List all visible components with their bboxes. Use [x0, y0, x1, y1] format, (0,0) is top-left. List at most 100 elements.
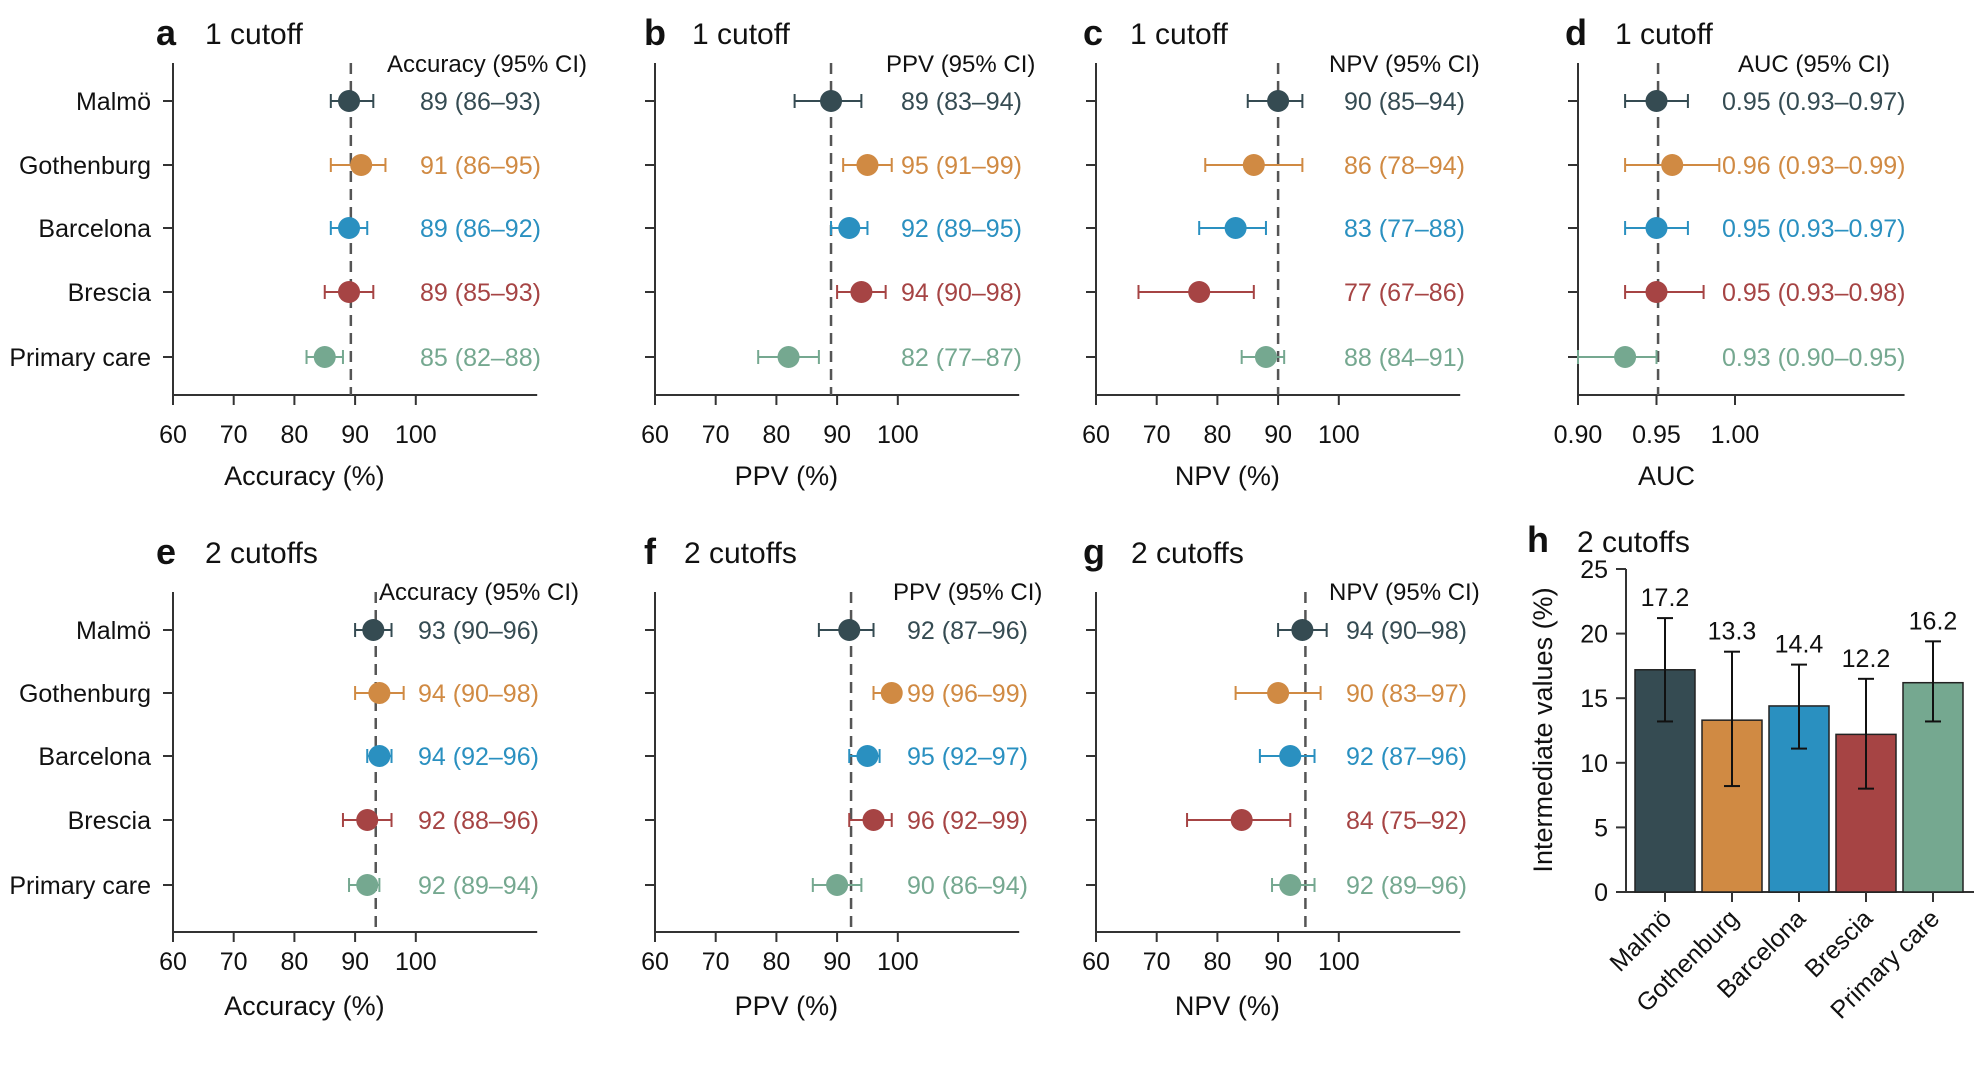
- ci-value: 92 (89–95): [901, 215, 1022, 243]
- y-tick-label: 20: [1580, 621, 1608, 649]
- point-estimate: [1661, 154, 1684, 176]
- panel-title: 2 cutoffs: [1577, 526, 1690, 559]
- panel-a: a 1 cutoff Accuracy (95% CI) 60 70 80 90 100 Acc…: [9, 12, 587, 491]
- ci-value: 92 (88–96): [418, 807, 539, 835]
- ci-value: 0.95 (0.93–0.97): [1722, 215, 1905, 243]
- point-estimate: [356, 809, 379, 831]
- ci-value: 82 (77–87): [901, 344, 1022, 372]
- panel-d: d 1 cutoff AUC (95% CI) 0.90 0.95 1.00 AUC 0.95…: [1554, 12, 1906, 491]
- point-estimate: [350, 154, 373, 176]
- x-tick-label: 100: [1318, 948, 1360, 976]
- x-tick-label: 100: [877, 948, 919, 976]
- point-estimate: [1645, 281, 1668, 303]
- x-axis-label: PPV (%): [735, 461, 839, 491]
- x-tick-label: 100: [395, 948, 437, 976]
- point-estimate: [856, 745, 879, 767]
- panel-letter: e: [156, 531, 176, 572]
- row-label: Gothenburg: [19, 680, 151, 708]
- row-label: Barcelona: [38, 743, 151, 771]
- ci-value: 77 (67–86): [1344, 279, 1465, 307]
- row-label: Barcelona: [38, 215, 151, 243]
- point-estimate: [880, 682, 903, 704]
- panel-e: e 2 cutoffs Accuracy (95% CI) 60 70 80 90 100 Ac…: [9, 531, 579, 1021]
- panel-b: b 1 cutoff PPV (95% CI) 60 70 80 90 100 PPV (%) 8…: [641, 12, 1035, 491]
- panel-letter: a: [156, 12, 177, 53]
- x-tick-label: 60: [1082, 421, 1110, 449]
- point-estimate: [1254, 346, 1277, 368]
- ci-header: PPV (95% CI): [886, 51, 1035, 78]
- ci-value: 0.96 (0.93–0.99): [1722, 152, 1905, 180]
- point-estimate: [362, 619, 385, 641]
- bar-value-label: 16.2: [1909, 607, 1958, 635]
- ci-value: 90 (85–94): [1344, 88, 1465, 116]
- panel-letter: g: [1083, 531, 1105, 572]
- ci-value: 95 (91–99): [901, 152, 1022, 180]
- ci-value: 96 (92–99): [907, 807, 1028, 835]
- panel-g: g 2 cutoffs NPV (95% CI) 60 70 80 90 100 NPV (%)…: [1082, 531, 1480, 1021]
- ci-value: 88 (84–91): [1344, 344, 1465, 372]
- x-tick-label: 80: [280, 948, 308, 976]
- point-estimate: [368, 682, 391, 704]
- panel-letter: d: [1565, 12, 1587, 53]
- ci-value: 92 (89–96): [1346, 872, 1467, 900]
- x-tick-label: 60: [159, 948, 187, 976]
- ci-value: 99 (96–99): [907, 680, 1028, 708]
- x-tick-label: 90: [341, 421, 369, 449]
- y-axis-label: Intermediate values (%): [1528, 587, 1558, 872]
- x-axis-label: NPV (%): [1175, 461, 1280, 491]
- point-estimate: [338, 281, 361, 303]
- point-estimate: [777, 346, 800, 368]
- x-axis-label: NPV (%): [1175, 991, 1280, 1021]
- ci-value: 0.95 (0.93–0.98): [1722, 279, 1905, 307]
- x-tick-label: 90: [823, 948, 851, 976]
- panel-letter: b: [644, 12, 666, 53]
- ci-value: 90 (86–94): [907, 872, 1028, 900]
- panel-title: 2 cutoffs: [1131, 537, 1244, 570]
- y-tick-label: 0: [1594, 879, 1608, 907]
- ci-value: 91 (86–95): [420, 152, 541, 180]
- point-estimate: [338, 90, 361, 112]
- ci-value: 92 (87–96): [1346, 743, 1467, 771]
- ci-header: Accuracy (95% CI): [387, 51, 587, 78]
- panel-c: c 1 cutoff NPV (95% CI) 60 70 80 90 100 NPV (%) 9…: [1082, 12, 1480, 491]
- row-label: Brescia: [68, 807, 151, 835]
- y-tick-label: 10: [1580, 750, 1608, 778]
- panel-title: 1 cutoff: [1615, 18, 1714, 51]
- panel-f: f 2 cutoffs PPV (95% CI) 60 70 80 90 100 PPV (%)…: [641, 531, 1042, 1021]
- x-tick-label: 90: [1264, 421, 1292, 449]
- panel-letter: f: [644, 531, 657, 572]
- y-tick-label: 25: [1580, 556, 1608, 584]
- point-estimate: [1279, 745, 1302, 767]
- ci-value: 85 (82–88): [420, 344, 541, 372]
- x-tick-label: 80: [1203, 948, 1231, 976]
- panel-h: h 2 cutoffs 0 5 10 15 20 25 Intermediate values …: [1527, 519, 1974, 1024]
- point-estimate: [1188, 281, 1211, 303]
- x-tick-label: 70: [220, 421, 248, 449]
- point-estimate: [820, 90, 843, 112]
- point-estimate: [1267, 682, 1290, 704]
- point-estimate: [1230, 809, 1253, 831]
- point-estimate: [1645, 217, 1668, 239]
- point-estimate: [856, 154, 879, 176]
- panel-title: 1 cutoff: [1130, 18, 1229, 51]
- x-tick-label: 60: [159, 421, 187, 449]
- ci-value: 92 (89–94): [418, 872, 539, 900]
- ci-value: 94 (92–96): [418, 743, 539, 771]
- row-label: Gothenburg: [19, 152, 151, 180]
- panel-title: 2 cutoffs: [684, 537, 797, 570]
- ci-value: 89 (83–94): [901, 88, 1022, 116]
- point-estimate: [850, 281, 873, 303]
- point-estimate: [1267, 90, 1290, 112]
- y-tick-label: 5: [1594, 814, 1608, 842]
- point-estimate: [313, 346, 336, 368]
- x-tick-label: 100: [877, 421, 919, 449]
- x-tick-label: 90: [1264, 948, 1292, 976]
- row-label: Malmö: [76, 88, 151, 116]
- x-tick-label: 100: [395, 421, 437, 449]
- ci-value: 92 (87–96): [907, 617, 1028, 645]
- ci-value: 95 (92–97): [907, 743, 1028, 771]
- row-label: Primary care: [9, 344, 151, 372]
- x-tick-label: 80: [762, 421, 790, 449]
- ci-value: 86 (78–94): [1344, 152, 1465, 180]
- ci-value: 89 (86–93): [420, 88, 541, 116]
